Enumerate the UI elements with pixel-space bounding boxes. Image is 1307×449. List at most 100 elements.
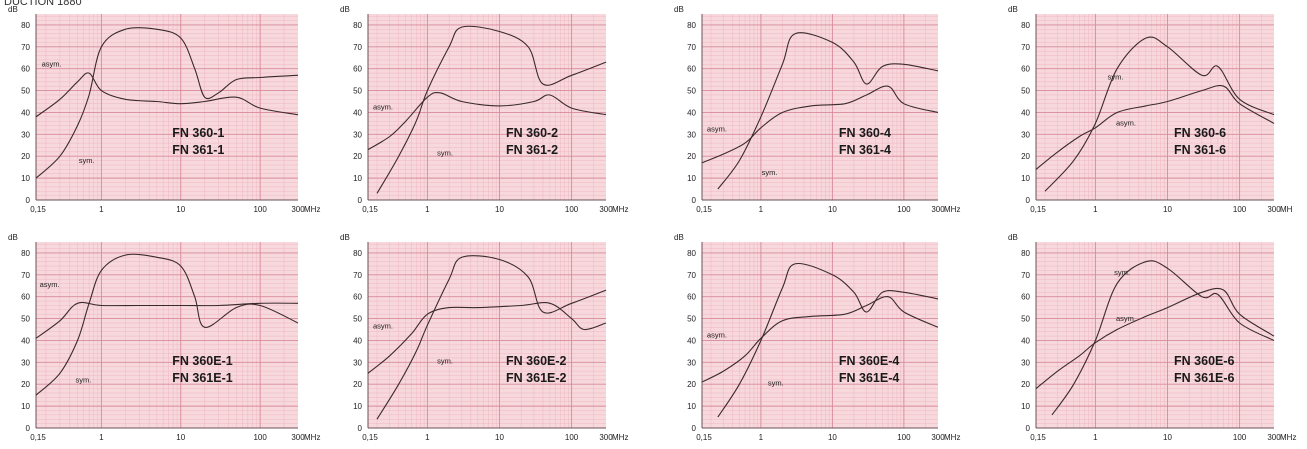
x-tick-label: 100 [897,205,911,214]
y-tick-label: 60 [353,65,362,74]
series-line-asym [701,85,939,164]
y-tick-label: 0 [358,196,363,205]
y-tick-label: 80 [1021,249,1030,258]
series-line-sym [35,253,299,396]
x-tick-label: 0,15 [1030,205,1046,214]
y-tick-label: 30 [1021,358,1030,367]
y-tick-label: 60 [1021,65,1030,74]
y-tick-label: 70 [687,271,696,280]
plot-area [702,14,938,200]
x-tick-label: 300 [1267,433,1281,442]
model-label: FN 361-2 [506,143,558,157]
y-tick-label: 50 [21,87,30,96]
series-annotation: sym. [762,168,778,177]
series-annotation: sym. [437,357,453,366]
x-unit-label: MHz [944,433,960,442]
series-line-sym [717,32,939,190]
y-tick-label: 40 [353,108,362,117]
x-tick-label: 1 [425,205,430,214]
series-line-sym [717,262,939,418]
x-tick-label: 10 [1163,433,1172,442]
series-annotation: asym. [373,322,393,331]
y-tick-label: 50 [353,87,362,96]
y-tick-label: 70 [1021,43,1030,52]
x-tick-label: 0,15 [696,433,712,442]
y-tick-label: 10 [1021,174,1030,183]
y-tick-label: 80 [21,21,30,30]
y-tick-label: 20 [687,380,696,389]
x-tick-label: 100 [253,433,267,442]
x-unit-label: MHz [304,205,320,214]
x-tick-label: 0,15 [362,433,378,442]
x-tick-label: 300 [599,433,613,442]
y-axis-label: dB [674,233,684,242]
y-tick-label: 20 [1021,380,1030,389]
x-tick-label: 300 [599,205,613,214]
series-annotation: asym. [1116,314,1136,323]
plot-area [702,242,938,428]
y-tick-label: 50 [21,315,30,324]
model-label: FN 361E-2 [506,371,566,385]
series-annotation: sym. [1108,73,1124,82]
y-tick-label: 50 [353,315,362,324]
x-tick-label: 1 [99,433,104,442]
x-tick-label: 100 [565,433,579,442]
y-tick-label: 60 [21,293,30,302]
x-tick-label: 10 [495,205,504,214]
page-title-fragment: DUCTION 1880 [4,0,82,8]
y-tick-label: 80 [353,21,362,30]
y-tick-label: 30 [687,130,696,139]
x-unit-label: MHz [612,205,628,214]
y-tick-label: 50 [1021,87,1030,96]
series-line-asym [1035,85,1275,170]
y-tick-label: 30 [353,130,362,139]
x-tick-label: 300 [1267,205,1281,214]
series-line-asym [1035,287,1275,390]
series-line-asym [35,72,299,118]
y-tick-label: 80 [353,249,362,258]
series-annotation: sym. [437,148,453,157]
series-annotation: sym. [768,378,784,387]
x-tick-label: 1 [99,205,104,214]
series-line-sym [1044,36,1275,192]
y-tick-label: 60 [1021,293,1030,302]
x-tick-label: 10 [495,433,504,442]
y-tick-label: 0 [692,196,697,205]
y-tick-label: 50 [1021,315,1030,324]
model-label: FN 361E-4 [839,371,899,385]
y-tick-label: 30 [21,358,30,367]
x-tick-label: 1 [759,433,764,442]
x-tick-label: 300 [931,205,945,214]
model-label: FN 360-4 [839,126,891,140]
plot-area [36,14,298,200]
model-label: FN 360-2 [506,126,558,140]
y-tick-label: 40 [687,108,696,117]
y-tick-label: 0 [26,424,31,433]
series-line-sym [376,255,607,420]
plot-area [368,242,606,428]
model-label: FN 361-1 [172,143,224,157]
y-tick-label: 80 [687,249,696,258]
x-tick-label: 1 [759,205,764,214]
plot-area [1036,242,1274,428]
x-tick-label: 0,15 [696,205,712,214]
x-tick-label: 10 [176,433,185,442]
model-label: FN 361-6 [1174,143,1226,157]
model-label: FN 360E-1 [172,354,232,368]
series-annotation: asym. [373,102,393,111]
y-tick-label: 40 [1021,108,1030,117]
x-tick-label: 300 [291,433,305,442]
x-tick-label: 10 [1163,205,1172,214]
x-tick-label: 0,15 [30,433,46,442]
x-tick-label: 1 [425,433,430,442]
y-tick-label: 0 [1026,424,1031,433]
x-unit-label: MHz [612,433,628,442]
series-line-asym [367,91,607,151]
y-axis-label: dB [1008,5,1018,14]
y-tick-label: 10 [353,402,362,411]
plot-area [1036,14,1274,200]
series-line-sym [376,25,607,194]
